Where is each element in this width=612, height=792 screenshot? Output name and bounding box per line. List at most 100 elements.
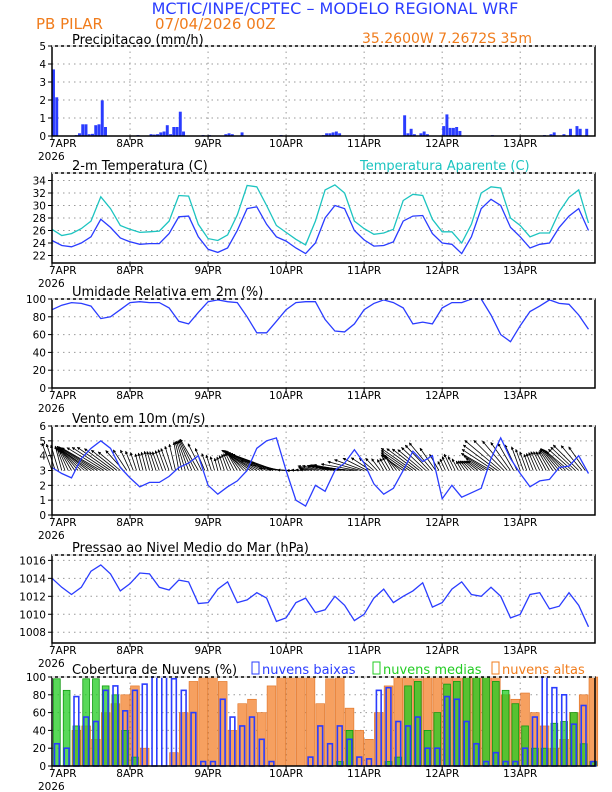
wind-arrow (379, 458, 388, 471)
precip-bar (172, 127, 176, 136)
wind-arrow (213, 457, 219, 471)
precip-bar (445, 114, 449, 136)
y-tick-label: 5 (39, 41, 46, 53)
y-tick-label: 3 (39, 466, 46, 478)
wind-arrow (441, 456, 450, 471)
wind-arrow (216, 456, 222, 471)
wind-arrow (397, 449, 423, 471)
plot-frame (51, 298, 596, 389)
precip-bar (78, 133, 81, 136)
wind-arrow (120, 449, 131, 471)
wind-title: Vento em 10m (m/s) (72, 412, 205, 427)
wind-arrow (451, 458, 459, 471)
pressure-line (51, 564, 590, 628)
precip-bar (334, 131, 338, 136)
x-tick-label: 12APR (425, 138, 459, 150)
apparent-temp-legend: Temperatura Aparente (C) (359, 159, 530, 174)
wind-arrow (71, 447, 108, 471)
x-tick-label: 10APR (269, 517, 303, 529)
wind-arrow (462, 444, 498, 471)
y-tick-label: 30 (33, 201, 46, 213)
clouds-title: Cobertura de Nuvens (%) (72, 663, 237, 678)
y-tick-label: 0 (39, 510, 46, 522)
x-tick-label: 10APR (269, 768, 303, 780)
precip-bar (338, 133, 342, 136)
y-tick-label: 100 (26, 294, 46, 306)
legend-mid: nuvens medias (383, 663, 482, 678)
precip-bar (52, 69, 55, 136)
wind-arrow (380, 454, 404, 471)
x-tick-label: 8APR (116, 645, 144, 657)
rh-title: Umidade Relativa em 2m (%) (72, 285, 263, 300)
wind-arrow (140, 451, 147, 471)
temp-line (51, 198, 590, 255)
x-tick-label: 8APR (116, 138, 144, 150)
wind-arrow (539, 450, 554, 471)
y-tick-label: 22 (33, 251, 46, 263)
cloud-bar-high (305, 676, 316, 767)
x-tick-label: 13APR (503, 390, 537, 402)
precip-bar (442, 126, 446, 136)
precip-bar (227, 133, 231, 136)
wind-arrow (459, 460, 469, 471)
wind-arrow (519, 451, 528, 471)
rh-panel: 7APR 8APR 9APR 10APR 11APR 12APR 13APR 2026 0 20 4… (26, 294, 596, 415)
wind-arrow (380, 452, 407, 471)
x-tick-label: 9APR (194, 517, 222, 529)
wind-arrow (59, 450, 72, 471)
wind-arrow (560, 445, 583, 471)
wind-arrow (177, 440, 189, 471)
y-tick-label: 1 (39, 495, 46, 507)
wind-arrow (538, 451, 550, 471)
wind-arrow (41, 442, 53, 471)
wind-arrow (545, 451, 570, 471)
precip-bar (87, 134, 91, 136)
precip-bar (568, 128, 572, 136)
x-tick-label: 12APR (425, 390, 459, 402)
cloud-bar-high (276, 676, 286, 767)
rh-line (51, 298, 590, 343)
wind-arrow (371, 458, 381, 471)
wind-arrow (386, 448, 417, 471)
wind-arrow (408, 442, 433, 471)
precip-bar (100, 100, 104, 136)
precip-bar (91, 133, 94, 136)
y-tick-label: 100 (26, 672, 46, 684)
x-tick-label: 8APR (116, 517, 144, 529)
y-tick-label: 0 (39, 383, 46, 395)
wind-arrow (377, 459, 384, 471)
x-tick-label: 7APR (49, 138, 77, 150)
wind-arrow (223, 453, 232, 471)
x-tick-label: 7APR (49, 645, 77, 657)
wind-arrow (464, 440, 501, 471)
wind-arrow (58, 447, 95, 471)
y-tick-label: 1 (39, 113, 46, 125)
x-tick-label: 9APR (194, 265, 222, 277)
x-tick-label: 13APR (503, 517, 537, 529)
x-tick-label: 7APR (49, 517, 77, 529)
cloud-bar-high (198, 676, 208, 767)
wind-arrow (151, 451, 160, 471)
wind-arrow (463, 455, 488, 471)
precip-bar (409, 128, 413, 136)
precip-bar (156, 134, 159, 136)
precip-bar (331, 132, 335, 136)
wind-arrow (146, 451, 154, 471)
precip-bar (165, 125, 169, 136)
x-year-label: 2026 (38, 151, 65, 163)
y-tick-label: 80 (33, 312, 46, 324)
y-tick-label: 28 (33, 213, 46, 225)
wind-arrow (525, 452, 534, 471)
precip-bar (175, 127, 179, 136)
y-tick-label: 2 (39, 480, 46, 492)
cloud-bar-mid (511, 703, 520, 767)
y-tick-label: 26 (33, 226, 47, 238)
wind-arrow (83, 448, 115, 471)
y-tick-label: 24 (33, 238, 47, 250)
precip-bar (104, 127, 107, 136)
x-tick-label: 10APR (269, 265, 303, 277)
y-tick-label: 4 (39, 451, 46, 463)
wind-arrow (530, 451, 541, 471)
precip-bar (159, 132, 163, 136)
wind-arrow (482, 440, 508, 471)
